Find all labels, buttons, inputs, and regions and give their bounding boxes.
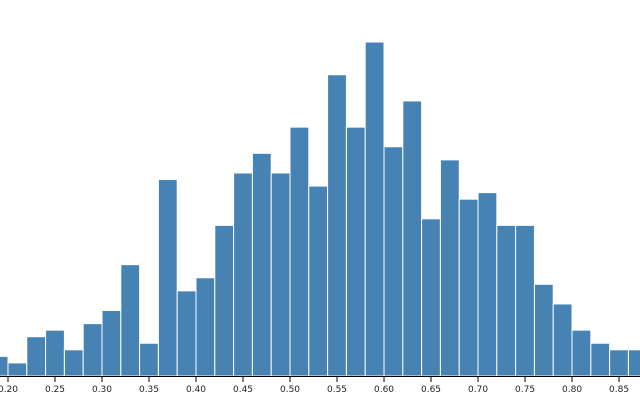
x-axis: 0.20 0.25 0.30 0.35 0.40 0.45 0.50 0.55 0.60 0.65…: [0, 376, 640, 395]
bar: [439, 159, 460, 377]
bar: [82, 323, 103, 377]
bar: [157, 179, 178, 377]
bar: [327, 74, 347, 377]
x-tick-label: 0.50: [280, 385, 300, 395]
bar: [364, 41, 385, 377]
bar: [533, 283, 554, 377]
bar: [308, 185, 329, 377]
x-tick-label: 0.80: [562, 385, 582, 395]
bar: [402, 100, 423, 377]
bar: [571, 329, 592, 377]
x-tick-label: 0.40: [186, 385, 206, 395]
bar: [383, 146, 404, 377]
x-tick-label: 0.20: [0, 385, 18, 395]
bar: [345, 126, 366, 377]
bar: [233, 172, 253, 377]
x-tick-label: 0.55: [327, 385, 347, 395]
bar: [552, 303, 573, 377]
x-tick-label: 0.25: [45, 385, 65, 395]
bar: [195, 277, 216, 377]
bar: [251, 152, 272, 377]
x-tick-label: 0.85: [609, 385, 629, 395]
x-tick-label: 0.30: [92, 385, 112, 395]
bar: [120, 264, 141, 377]
bar: [515, 224, 535, 377]
x-tick-label: 0.45: [233, 385, 253, 395]
bar: [0, 355, 9, 377]
bar: [289, 126, 310, 377]
bar: [421, 218, 441, 377]
bars: [0, 41, 640, 377]
bar: [609, 349, 629, 377]
bar: [63, 349, 84, 377]
bar: [458, 198, 479, 377]
bar: [214, 224, 235, 377]
bar: [627, 349, 640, 377]
bar: [139, 342, 159, 377]
bar: [496, 224, 517, 377]
bar: [7, 362, 28, 377]
x-tick-label: 0.75: [515, 385, 535, 395]
x-tick-label: 0.35: [139, 385, 159, 395]
bar: [176, 290, 197, 377]
bar: [101, 310, 122, 377]
x-tick-label: 0.70: [468, 385, 488, 395]
bar: [270, 172, 291, 377]
bar: [45, 329, 65, 377]
bar: [26, 336, 47, 377]
bar: [477, 192, 498, 377]
bar: [590, 342, 611, 377]
x-tick-label: 0.65: [421, 385, 441, 395]
x-tick-label: 0.60: [374, 385, 394, 395]
